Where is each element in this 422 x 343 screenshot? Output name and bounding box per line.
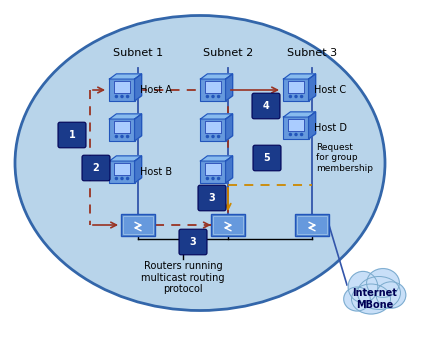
Circle shape (218, 135, 219, 138)
Polygon shape (200, 156, 233, 161)
FancyBboxPatch shape (295, 214, 329, 236)
Circle shape (300, 95, 303, 97)
Ellipse shape (376, 282, 406, 308)
Circle shape (206, 177, 208, 179)
FancyBboxPatch shape (288, 81, 304, 93)
FancyBboxPatch shape (252, 93, 280, 119)
Polygon shape (135, 114, 142, 141)
Text: Host B: Host B (140, 167, 172, 177)
Ellipse shape (15, 15, 385, 310)
Ellipse shape (357, 276, 400, 309)
Circle shape (115, 135, 117, 138)
Text: Subnet 2: Subnet 2 (203, 48, 253, 58)
Circle shape (121, 135, 123, 138)
Polygon shape (135, 74, 142, 101)
Text: Routers running
multicast routing
protocol: Routers running multicast routing protoc… (141, 261, 225, 294)
Polygon shape (226, 74, 233, 101)
Text: 5: 5 (264, 153, 271, 163)
FancyBboxPatch shape (205, 121, 221, 133)
Circle shape (127, 177, 129, 179)
Circle shape (206, 135, 208, 138)
Polygon shape (109, 114, 142, 119)
Text: Subnet 1: Subnet 1 (113, 48, 163, 58)
FancyBboxPatch shape (121, 214, 155, 236)
Circle shape (295, 95, 297, 97)
Text: 3: 3 (189, 237, 196, 247)
Polygon shape (135, 156, 142, 183)
Ellipse shape (348, 271, 378, 303)
Circle shape (300, 133, 303, 135)
FancyBboxPatch shape (123, 216, 153, 234)
Circle shape (218, 177, 219, 179)
Circle shape (121, 95, 123, 97)
Circle shape (289, 95, 292, 97)
Circle shape (295, 133, 297, 135)
FancyBboxPatch shape (114, 163, 130, 175)
FancyBboxPatch shape (109, 119, 135, 141)
Text: Request
for group
membership: Request for group membership (316, 143, 373, 173)
FancyBboxPatch shape (82, 155, 110, 181)
FancyBboxPatch shape (58, 122, 86, 148)
Text: 4: 4 (262, 101, 269, 111)
FancyBboxPatch shape (253, 145, 281, 171)
FancyBboxPatch shape (288, 119, 304, 131)
FancyBboxPatch shape (114, 81, 130, 93)
Circle shape (212, 135, 214, 138)
FancyBboxPatch shape (198, 185, 226, 211)
Polygon shape (284, 74, 316, 79)
Text: 1: 1 (69, 130, 76, 140)
FancyBboxPatch shape (284, 117, 308, 139)
Text: Host C: Host C (314, 85, 346, 95)
Circle shape (212, 177, 214, 179)
Ellipse shape (367, 269, 399, 297)
FancyBboxPatch shape (109, 161, 135, 183)
Polygon shape (200, 114, 233, 119)
Polygon shape (226, 156, 233, 183)
Circle shape (115, 177, 117, 179)
Polygon shape (226, 114, 233, 141)
Polygon shape (284, 112, 316, 117)
Text: Internet
MBone: Internet MBone (352, 288, 398, 310)
Ellipse shape (352, 284, 390, 314)
Circle shape (212, 95, 214, 97)
FancyBboxPatch shape (297, 216, 327, 234)
FancyBboxPatch shape (205, 81, 221, 93)
Text: Host A: Host A (140, 85, 172, 95)
Ellipse shape (344, 287, 370, 311)
FancyBboxPatch shape (200, 119, 226, 141)
FancyBboxPatch shape (109, 79, 135, 101)
Circle shape (115, 95, 117, 97)
Circle shape (206, 95, 208, 97)
Circle shape (121, 177, 123, 179)
Circle shape (127, 95, 129, 97)
FancyBboxPatch shape (211, 214, 245, 236)
Circle shape (218, 95, 219, 97)
Circle shape (127, 135, 129, 138)
Polygon shape (200, 74, 233, 79)
Polygon shape (109, 156, 142, 161)
Text: Host D: Host D (314, 123, 347, 133)
FancyBboxPatch shape (200, 161, 226, 183)
Polygon shape (308, 112, 316, 139)
FancyBboxPatch shape (114, 121, 130, 133)
Text: 2: 2 (92, 163, 99, 173)
Polygon shape (109, 74, 142, 79)
FancyBboxPatch shape (213, 216, 243, 234)
Text: 3: 3 (208, 193, 215, 203)
FancyBboxPatch shape (284, 79, 308, 101)
Circle shape (289, 133, 292, 135)
FancyBboxPatch shape (200, 79, 226, 101)
FancyBboxPatch shape (205, 163, 221, 175)
Text: Subnet 3: Subnet 3 (287, 48, 337, 58)
FancyBboxPatch shape (179, 229, 207, 255)
Polygon shape (308, 74, 316, 101)
